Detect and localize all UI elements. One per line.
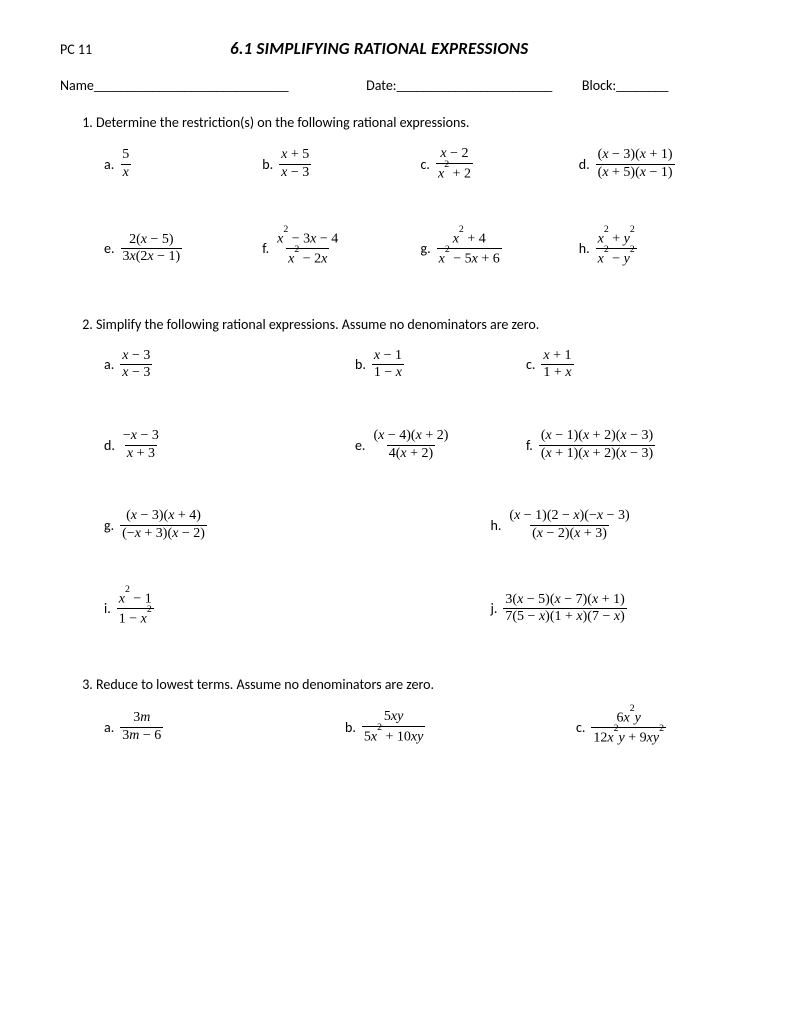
q1g: g.x2 + 4x2 − 5x + 6 [421,230,579,268]
q3b: b.5xy5x2 + 10xy [315,709,526,747]
q1h: h.x2 + y2x2 − y2 [579,230,737,268]
q2d: d.−x − 3x + 3 [104,429,315,461]
worksheet-page: PC 11 6.1 SIMPLIFYING RATIONAL EXPRESSIO… [0,0,791,1024]
name-date-block-row: Name Date: Block: [60,77,737,94]
course-code: PC 11 [60,41,230,58]
page-title: 6.1 SIMPLIFYING RATIONAL EXPRESSIONS [230,38,528,59]
date-label: Date: [366,77,396,94]
q2c: c.x + 11 + x [526,349,737,381]
header-row: PC 11 6.1 SIMPLIFYING RATIONAL EXPRESSIO… [60,38,737,59]
q1f: f.x2 − 3x − 4x2 − 2x [262,230,420,268]
q3-prompt: Reduce to lowest terms. Assume no denomi… [96,676,434,693]
question-3: Reduce to lowest terms. Assume no denomi… [96,676,737,747]
q1c: c.x − 2x2 + 2 [421,147,579,182]
question-1: Determine the restriction(s) on the foll… [96,114,737,268]
q2-row-2: d.−x − 3x + 3 e.(x − 4)(x + 2)4(x + 2) f… [96,429,737,461]
q2-row-4: i.x2 − 11 − x2 j.3(x − 5)(x − 7)(x + 1)7… [96,590,737,628]
name-label: Name [60,77,94,94]
q1a: a.5x [104,147,262,182]
q2h: h.(x − 1)(2 − x)(−x − 3)(x − 2)(x + 3) [421,509,738,541]
q1-row-2: e.2(x − 5)3x(2x − 1) f.x2 − 3x − 4x2 − 2… [96,230,737,268]
q1d: d.(x − 3)(x + 1)(x + 5)(x − 1) [579,147,737,182]
q2-row-3: g.(x − 3)(x + 4)(−x + 3)(x − 2) h.(x − 1… [96,509,737,541]
q2f: f.(x − 1)(x + 2)(x − 3)(x + 1)(x + 2)(x … [526,429,737,461]
q2b: b.x − 11 − x [315,349,526,381]
q2j: j.3(x − 5)(x − 7)(x + 1)7(5 − x)(1 + x)(… [421,590,738,628]
date-blank[interactable] [397,77,552,94]
q2e: e.(x − 4)(x + 2)4(x + 2) [315,429,526,461]
q3c: c.6x2y12x2y + 9xy2 [526,709,737,747]
q1-prompt: Determine the restriction(s) on the foll… [96,114,469,131]
q1b: b.x + 5x − 3 [262,147,420,182]
q2a: a.x − 3x − 3 [104,349,315,381]
block-blank[interactable] [616,77,668,94]
q2i: i.x2 − 11 − x2 [104,590,421,628]
q2g: g.(x − 3)(x + 4)(−x + 3)(x − 2) [104,509,421,541]
q2-prompt: Simplify the following rational expressi… [96,316,539,333]
q1-row-1: a.5x b.x + 5x − 3 c.x − 2x2 + 2 d.(x − 3… [96,147,737,182]
name-blank[interactable] [94,77,288,94]
q2-row-1: a.x − 3x − 3 b.x − 11 − x c.x + 11 + x [96,349,737,381]
q1e: e.2(x − 5)3x(2x − 1) [104,230,262,268]
question-list: Determine the restriction(s) on the foll… [60,114,737,746]
q3-row-1: a.3m3m − 6 b.5xy5x2 + 10xy c.6x2y12x2y +… [96,709,737,747]
q3a: a.3m3m − 6 [104,709,315,747]
block-label: Block: [582,77,616,94]
question-2: Simplify the following rational expressi… [96,316,737,628]
